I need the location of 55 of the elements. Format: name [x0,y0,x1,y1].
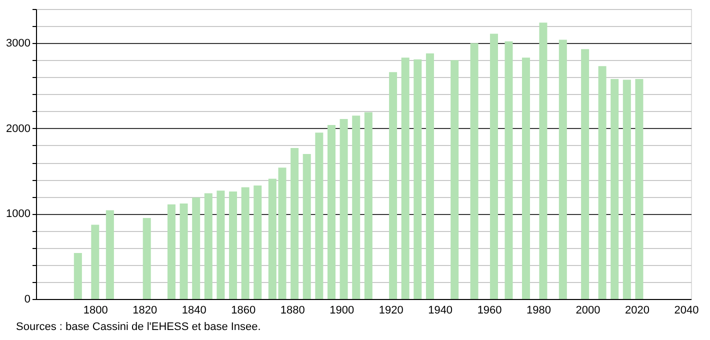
y-tick-label: 2000 [6,122,30,135]
x-tick-label: 1820 [132,304,158,316]
bar [268,178,276,299]
bar [558,40,567,299]
bar [364,112,372,299]
bar [504,41,513,299]
bar [91,224,100,299]
x-tick-label: 1800 [83,304,108,316]
bar [401,58,410,299]
bar [216,190,225,299]
x-tick-label: 1880 [280,304,305,316]
bar [167,204,176,299]
bar [302,154,311,299]
bar [180,203,188,299]
x-tick-label: 1860 [231,304,256,316]
bar [426,53,434,299]
x-tick-label: 2000 [576,304,600,316]
x-tick-label: 2040 [674,304,699,316]
bar [581,49,590,299]
bar [278,168,286,299]
bar [106,210,114,299]
bar [340,119,348,299]
bar [241,187,250,299]
bar [229,192,238,299]
bar [327,125,336,299]
bar [315,132,324,299]
x-tick-label: 1940 [428,304,453,316]
bar [470,43,478,299]
x-tick-label: 2020 [625,304,650,316]
bar [522,58,530,299]
x-tick-label: 1960 [477,304,502,316]
bar [74,252,82,299]
bar [610,78,619,299]
y-tick-label: 0 [24,294,30,306]
bar [290,148,299,299]
bar [142,218,151,299]
source-note: Sources : base Cassini de l'EHESS et base Insee. [16,321,261,333]
x-tick-label: 1980 [526,304,552,316]
bar [389,72,398,299]
y-tick-label: 3000 [6,38,30,50]
bar [598,66,606,299]
bar [192,198,200,299]
bar [635,78,644,299]
bar [539,22,548,299]
x-tick-label: 1900 [330,304,354,316]
bar [352,116,360,299]
bar [414,59,422,299]
bar [204,193,212,299]
x-tick-label: 1840 [182,304,206,316]
bar [622,80,631,299]
bar [490,34,498,299]
x-tick-label: 1920 [378,304,404,316]
bar [450,60,459,299]
y-tick-label: 1000 [6,208,30,220]
bar [254,186,262,299]
